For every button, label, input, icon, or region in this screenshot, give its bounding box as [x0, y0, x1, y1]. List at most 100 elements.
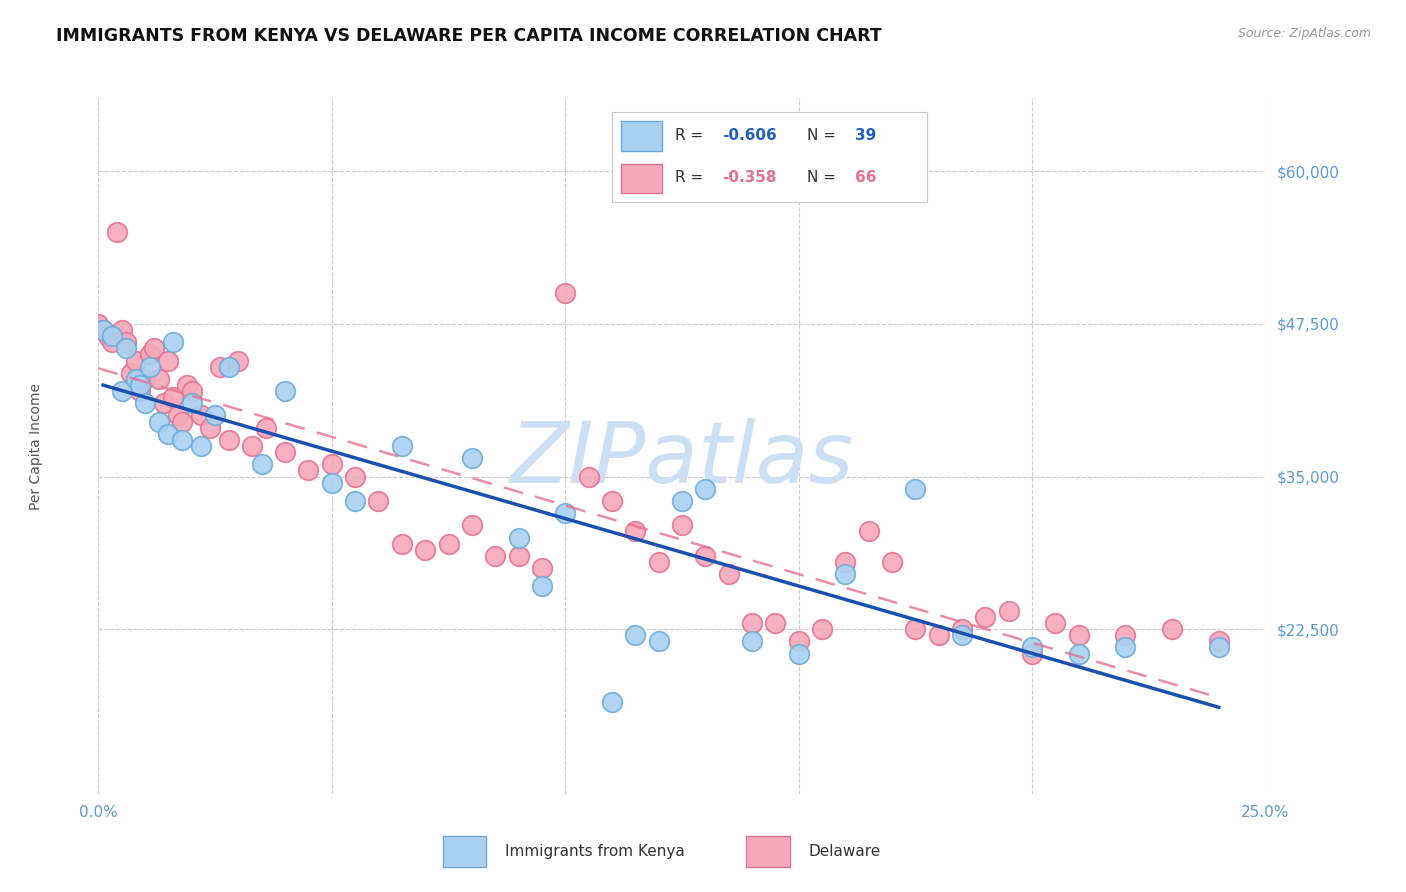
Point: [115, 342, 138, 356]
Point: [152, 396, 174, 410]
Point: [228, 353, 250, 368]
Point: [162, 335, 184, 350]
Point: [157, 426, 180, 441]
Point: [115, 335, 138, 350]
Point: [200, 420, 222, 434]
Point: [530, 579, 553, 593]
Point: [344, 469, 367, 483]
Point: [484, 549, 506, 563]
FancyBboxPatch shape: [621, 163, 662, 194]
Point: [176, 378, 198, 392]
Point: [190, 439, 212, 453]
FancyBboxPatch shape: [621, 121, 662, 151]
Text: R =: R =: [675, 170, 709, 186]
Point: [974, 610, 997, 624]
Point: [950, 622, 973, 636]
Text: 66: 66: [855, 170, 876, 186]
Point: [391, 439, 413, 453]
Text: R =: R =: [675, 128, 709, 143]
Point: [218, 433, 240, 447]
Point: [321, 475, 343, 490]
Text: Delaware: Delaware: [808, 845, 880, 859]
Point: [129, 378, 152, 392]
Point: [695, 549, 717, 563]
Point: [125, 372, 148, 386]
Point: [578, 469, 600, 483]
Point: [811, 622, 834, 636]
Y-axis label: Per Capita Income: Per Capita Income: [30, 383, 42, 509]
Point: [157, 353, 180, 368]
Point: [367, 494, 389, 508]
Point: [274, 384, 297, 398]
Point: [87, 317, 110, 331]
Point: [717, 567, 740, 582]
Point: [787, 634, 810, 648]
Point: [172, 433, 194, 447]
Point: [256, 420, 278, 434]
Point: [143, 342, 166, 356]
Point: [134, 372, 156, 386]
Point: [834, 567, 856, 582]
Point: [1021, 640, 1043, 655]
Point: [624, 628, 647, 642]
Point: [461, 518, 484, 533]
Point: [530, 561, 553, 575]
Point: [148, 372, 170, 386]
Point: [242, 439, 264, 453]
Text: ZIPatlas: ZIPatlas: [510, 418, 853, 501]
Point: [1208, 640, 1230, 655]
Point: [166, 409, 188, 423]
Point: [297, 463, 319, 477]
Point: [904, 482, 927, 496]
Point: [250, 458, 273, 472]
Point: [950, 628, 973, 642]
Point: [134, 396, 156, 410]
Point: [413, 542, 436, 557]
Point: [1045, 615, 1067, 630]
Point: [180, 396, 202, 410]
Point: [91, 323, 114, 337]
Text: -0.606: -0.606: [723, 128, 778, 143]
Text: Source: ZipAtlas.com: Source: ZipAtlas.com: [1237, 27, 1371, 40]
Point: [148, 415, 170, 429]
FancyBboxPatch shape: [443, 837, 486, 867]
Point: [508, 549, 530, 563]
Point: [1208, 634, 1230, 648]
Text: N =: N =: [807, 170, 841, 186]
Point: [508, 531, 530, 545]
Point: [647, 634, 669, 648]
Point: [928, 628, 950, 642]
Point: [391, 536, 413, 550]
Text: IMMIGRANTS FROM KENYA VS DELAWARE PER CAPITA INCOME CORRELATION CHART: IMMIGRANTS FROM KENYA VS DELAWARE PER CA…: [56, 27, 882, 45]
Point: [1067, 628, 1090, 642]
Point: [904, 622, 927, 636]
Point: [437, 536, 460, 550]
Point: [101, 329, 124, 343]
Point: [204, 409, 226, 423]
Point: [105, 226, 128, 240]
Point: [162, 390, 184, 404]
Point: [997, 604, 1019, 618]
Point: [180, 384, 202, 398]
Text: Immigrants from Kenya: Immigrants from Kenya: [505, 845, 685, 859]
Point: [554, 506, 576, 520]
Text: -0.358: -0.358: [723, 170, 776, 186]
Point: [741, 634, 763, 648]
Text: N =: N =: [807, 128, 841, 143]
Point: [741, 615, 763, 630]
Point: [139, 359, 162, 374]
Point: [172, 415, 194, 429]
Point: [111, 384, 134, 398]
Point: [111, 323, 134, 337]
Point: [1114, 640, 1136, 655]
Point: [834, 555, 856, 569]
Point: [1114, 628, 1136, 642]
Point: [139, 347, 162, 361]
Point: [763, 615, 786, 630]
Point: [125, 353, 148, 368]
Point: [624, 524, 647, 539]
Point: [554, 286, 576, 301]
Point: [461, 451, 484, 466]
Point: [880, 555, 903, 569]
Point: [91, 323, 114, 337]
